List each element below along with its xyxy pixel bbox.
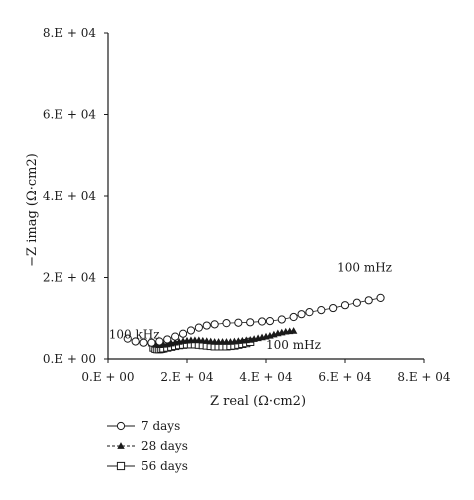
x-tick-label: 8.E + 04 bbox=[397, 370, 451, 384]
y-axis-title: −Z imag (Ω·cm2) bbox=[25, 153, 40, 267]
series-circle bbox=[123, 293, 385, 347]
y-tick-label: 2.E + 04 bbox=[43, 271, 97, 285]
legend-item: 56 days bbox=[107, 459, 188, 473]
x-tick-label: 2.E + 04 bbox=[160, 370, 214, 384]
data-series bbox=[123, 293, 385, 354]
data-point bbox=[289, 312, 298, 322]
annotation-label: 100 mHz bbox=[266, 338, 321, 352]
data-point bbox=[265, 317, 275, 326]
data-point bbox=[297, 310, 306, 319]
data-point bbox=[317, 306, 326, 315]
data-point bbox=[289, 327, 298, 334]
legend-label: 28 days bbox=[141, 439, 188, 453]
annotation-label: 100 kHz bbox=[109, 328, 160, 342]
legend-item: 7 days bbox=[107, 419, 180, 433]
annotations: 100 mHz 100 kHz 100 mHz bbox=[109, 260, 392, 351]
legend-marker bbox=[117, 442, 125, 449]
legend-item: 28 days bbox=[107, 439, 188, 453]
data-point bbox=[340, 301, 350, 310]
data-point bbox=[123, 334, 132, 343]
y-tick-label: 6.E + 04 bbox=[43, 108, 97, 122]
x-tick-label: 6.E + 04 bbox=[318, 370, 372, 384]
data-point bbox=[131, 337, 140, 346]
series-square bbox=[149, 337, 255, 354]
data-point bbox=[329, 303, 338, 313]
data-point bbox=[147, 338, 156, 347]
data-point bbox=[155, 337, 164, 346]
y-tick-label: 0.E + 00 bbox=[43, 352, 96, 366]
legend: 7 days 28 days 56 days bbox=[107, 419, 188, 473]
data-point bbox=[186, 326, 196, 335]
data-point bbox=[194, 323, 203, 332]
legend-marker bbox=[116, 421, 126, 431]
data-point bbox=[364, 296, 373, 305]
data-point bbox=[305, 308, 314, 317]
legend-label: 7 days bbox=[141, 419, 180, 433]
plot-axes: 0.E + 00 2.E + 04 4.E + 04 6.E + 04 8.E + 04… bbox=[25, 26, 451, 409]
data-point bbox=[210, 320, 219, 329]
annotation-label: 100 mHz bbox=[337, 260, 392, 274]
y-tick-label: 8.E + 04 bbox=[43, 26, 97, 40]
x-axis-title: Z real (Ω·cm2) bbox=[210, 394, 306, 409]
legend-label: 56 days bbox=[141, 459, 188, 473]
x-tick-label: 0.E + 00 bbox=[81, 370, 134, 384]
data-point bbox=[257, 317, 267, 326]
data-point bbox=[202, 321, 211, 330]
data-point bbox=[222, 319, 231, 328]
data-point bbox=[139, 338, 148, 347]
y-tick-label: 4.E + 04 bbox=[43, 189, 97, 203]
data-point bbox=[234, 318, 243, 327]
data-point bbox=[352, 298, 361, 307]
data-point bbox=[376, 293, 385, 302]
data-point bbox=[178, 329, 188, 338]
data-point bbox=[171, 332, 180, 341]
data-point bbox=[246, 318, 255, 327]
x-tick-label: 4.E + 04 bbox=[239, 370, 293, 384]
data-point bbox=[163, 335, 172, 344]
legend-marker bbox=[116, 461, 126, 471]
data-point bbox=[277, 315, 286, 324]
